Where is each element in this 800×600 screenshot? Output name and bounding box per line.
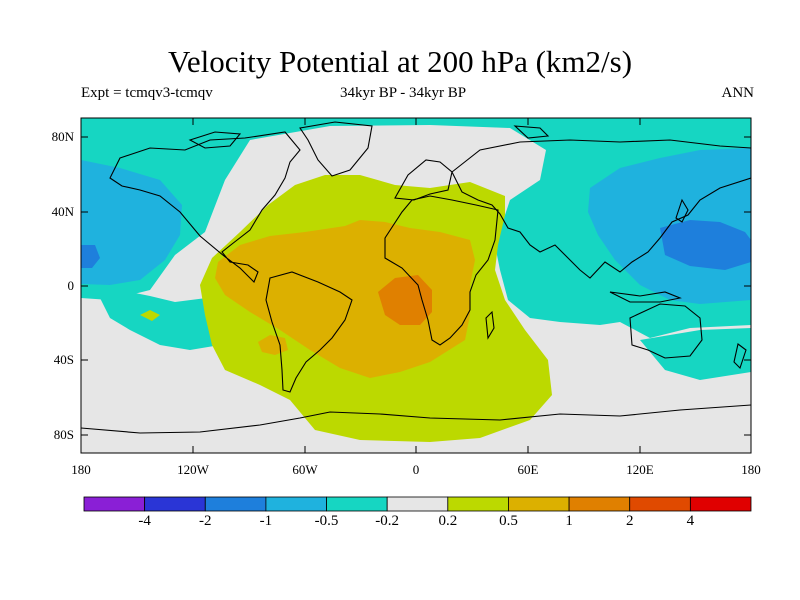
colorbar-label: 2 (625, 513, 634, 529)
coastlines (81, 121, 751, 434)
colorbar-label: -1 (259, 513, 273, 529)
y-tick-label: 40S (53, 352, 74, 367)
colorbar-swatch (447, 496, 509, 512)
x-tick-label: 120E (626, 462, 654, 477)
colorbar-swatch (265, 496, 327, 512)
negative-contour-region (81, 160, 182, 285)
colorbar-swatch (386, 496, 449, 512)
colorbar-swatch (204, 496, 267, 512)
colorbar-label: 0.5 (499, 513, 518, 529)
x-tick-label: 60W (292, 462, 318, 477)
colorbar-swatch (629, 496, 691, 512)
colorbar-label: -4 (138, 513, 151, 529)
period-label: 34kyr BP - 34kyr BP (340, 85, 467, 101)
positive-contour-region (215, 220, 475, 378)
colorbar-swatch (144, 496, 206, 512)
negative-contour-region (81, 245, 100, 268)
axis-ticks (80, 118, 752, 453)
negative-contour-region (81, 118, 751, 338)
colorbar-label: -0.5 (314, 513, 339, 529)
experiment-label: Expt = tcmqv3-tcmqv (81, 85, 213, 101)
y-tick-label: 40N (51, 204, 74, 219)
colorbar-label: 4 (686, 513, 695, 529)
positive-contour-region (140, 310, 160, 321)
season-label: ANN (721, 85, 755, 101)
colorbar-label: -0.2 (375, 513, 400, 529)
colorbar-swatch (568, 496, 631, 512)
colorbar-swatch (83, 496, 146, 512)
negative-contour-region (660, 220, 751, 270)
colorbar-swatch (689, 496, 752, 512)
x-tick-label: 180 (741, 462, 761, 477)
negative-contour-region (640, 328, 751, 380)
x-tick-label: 180 (71, 462, 91, 477)
colorbar-label: 1 (565, 513, 573, 529)
x-tick-label: 120W (177, 462, 209, 477)
y-tick-label: 0 (67, 278, 75, 293)
y-tick-label: 80N (51, 129, 74, 144)
y-tick-label: 80S (53, 427, 74, 442)
colorbar-label: 0.2 (438, 513, 458, 529)
colorbar-swatch (508, 496, 570, 512)
x-tick-label: 0 (412, 462, 420, 477)
colorbar-label: -2 (199, 513, 212, 529)
plot-title: Velocity Potential at 200 hPa (km2/s) (167, 44, 633, 79)
colorbar-swatch (326, 496, 388, 512)
x-tick-label: 60E (517, 462, 539, 477)
